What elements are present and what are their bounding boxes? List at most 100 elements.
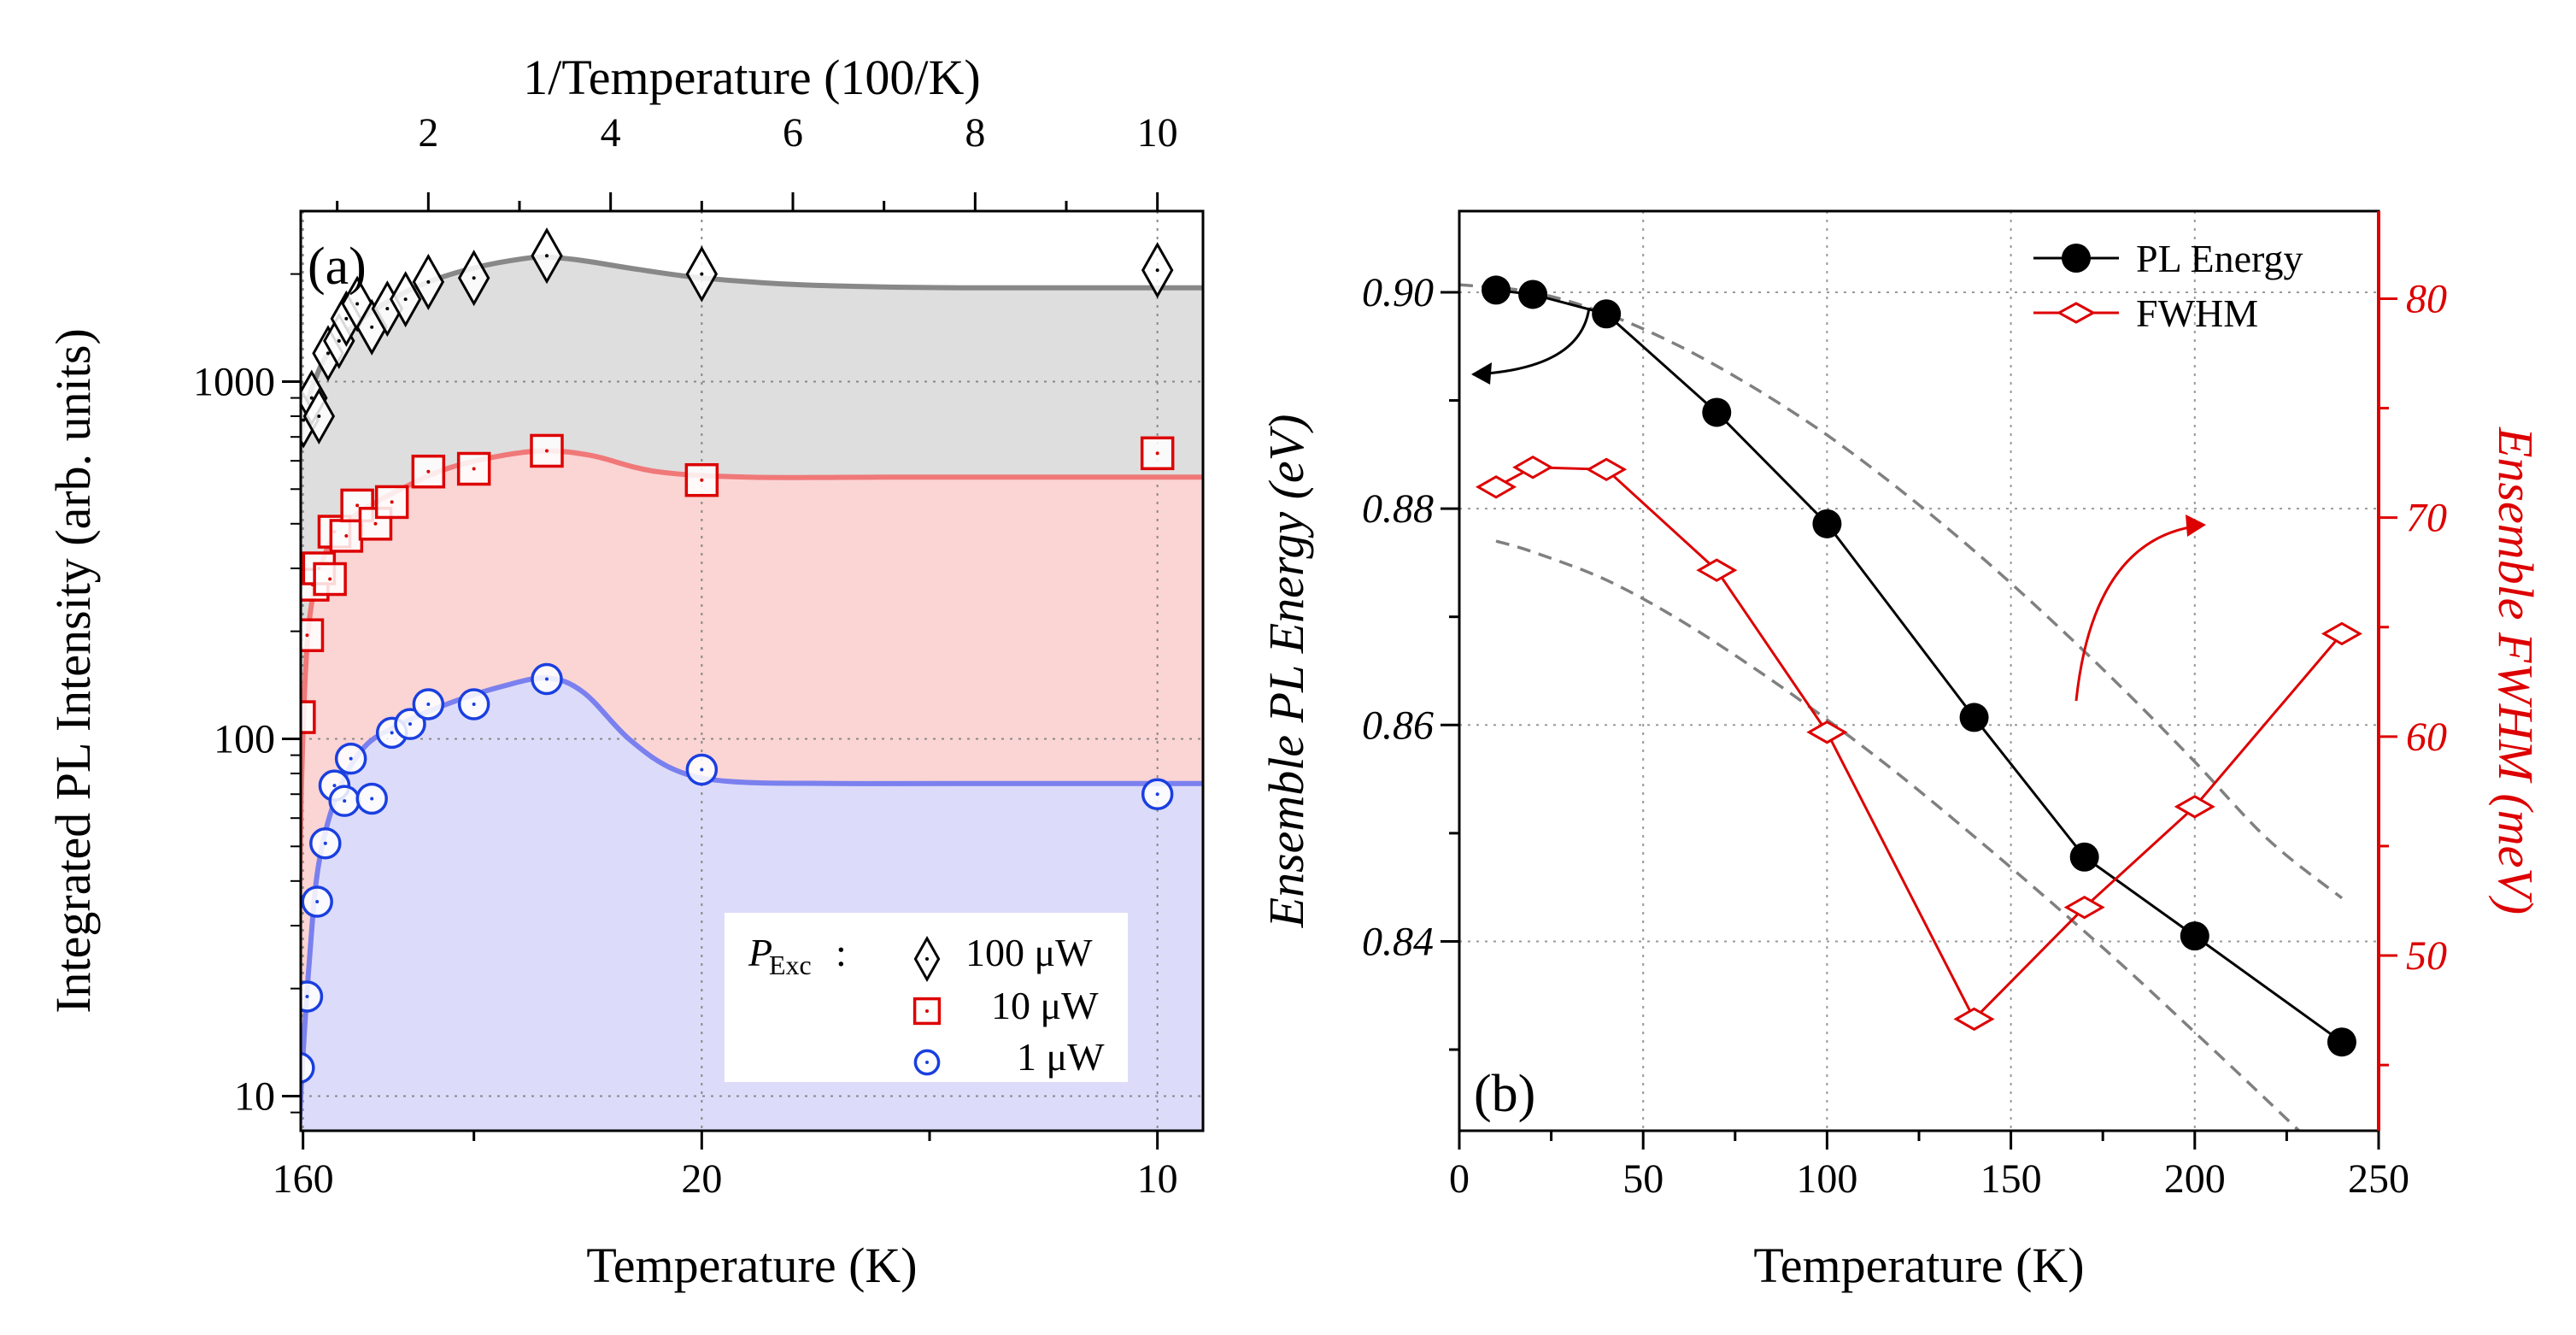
marker-diamond-dot xyxy=(302,418,306,422)
marker-diamond-dot xyxy=(472,276,476,280)
y2-tick-label: 50 xyxy=(2406,933,2447,979)
x-top-axis-label: 1/Temperature (100/K) xyxy=(523,50,980,105)
marker-diamond-dot xyxy=(700,272,704,276)
legend: P Exc : 100 μW 10 μW 1 μW xyxy=(725,913,1128,1082)
pl-energy-marker xyxy=(1482,275,1511,305)
pl-energy-marker xyxy=(2069,842,2099,872)
marker-square xyxy=(329,519,364,553)
marker-square-dot xyxy=(545,449,549,453)
x-tick-label: 100 xyxy=(1796,1156,1857,1202)
x-tick-label: 50 xyxy=(1622,1156,1664,1202)
legend-marker-10uw xyxy=(912,997,942,1026)
y-tick-label: 10 xyxy=(234,1073,275,1119)
pl-energy-marker xyxy=(1518,279,1548,309)
marker-square-dot xyxy=(373,521,378,526)
marker-diamond-dot xyxy=(326,351,330,356)
arrow-head-left xyxy=(1471,362,1492,385)
marker-square xyxy=(411,454,446,489)
fwhm-marker xyxy=(2174,795,2215,819)
y2-tick-label: 60 xyxy=(2406,715,2447,760)
x-tick-label: 250 xyxy=(2348,1156,2409,1202)
marker-diamond-dot xyxy=(426,279,431,284)
legend-title: P xyxy=(748,931,772,974)
legend-label-10uw: 10 μW xyxy=(991,984,1099,1027)
pl-energy-marker xyxy=(1702,397,1732,427)
y-axis-label: Integrated PL Intensity (arb. units) xyxy=(45,328,101,1014)
legend-label-1uw: 1 μW xyxy=(1017,1035,1105,1079)
x-tick-label: 150 xyxy=(1980,1156,2042,1202)
fwhm-marker xyxy=(2321,621,2362,646)
pl-energy-marker xyxy=(2180,921,2209,951)
x-tick-label: 200 xyxy=(2164,1156,2226,1202)
fwhm-marker xyxy=(1696,558,1738,582)
x-tick-label: 10 xyxy=(1137,1156,1178,1202)
marker-diamond-dot xyxy=(309,396,314,400)
fwhm-marker xyxy=(1512,456,1554,479)
y-axis-label: Ensemble PL Energy (eV) xyxy=(1259,415,1314,929)
arrow-to-left-axis xyxy=(1472,307,1591,376)
data-markers xyxy=(301,227,1175,1085)
pl-energy-line xyxy=(1495,288,2343,1044)
panel-label: (b) xyxy=(1474,1065,1535,1123)
fwhm-marker xyxy=(2063,895,2105,920)
marker-square-dot xyxy=(390,500,394,504)
x-tick-label: 160 xyxy=(273,1156,334,1202)
legend-title-sub: Exc xyxy=(769,950,812,980)
x-axis-label: Temperature (K) xyxy=(1753,1238,2084,1293)
legend-marker-1uw xyxy=(913,1049,941,1076)
panel-a: 160 20 10 2 4 6 8 10 10 100 1000 (a) 1/Temperature… xyxy=(45,50,1205,1293)
marker-square xyxy=(301,700,316,734)
plot-frame xyxy=(299,209,1205,1132)
y-tick-label: 1000 xyxy=(193,359,275,404)
marker-circle-dot xyxy=(472,702,476,706)
axis-ticks: 0 50 100 150 200 250 0.84 0.86 0.88 0.90 50 60 70 80 xyxy=(1362,270,2447,1202)
marker-circle-dot xyxy=(315,900,320,904)
data-markers xyxy=(1476,275,2362,1057)
pl-energy-marker xyxy=(1959,703,1989,732)
marker-circle-dot xyxy=(426,702,431,706)
y-tick-label: 0.86 xyxy=(1362,703,1434,748)
marker-diamond-dot xyxy=(370,325,374,329)
fwhm-marker xyxy=(1806,720,1848,744)
marker-circle-dot xyxy=(370,797,374,801)
marker-circle-dot xyxy=(305,994,309,998)
x-top-tick-label: 10 xyxy=(1137,110,1178,156)
marker-square-dot xyxy=(328,577,332,581)
y-tick-label: 0.90 xyxy=(1362,270,1434,315)
marker-circle xyxy=(301,1051,315,1085)
marker-square-dot xyxy=(472,467,476,471)
marker-square xyxy=(1140,436,1175,471)
legend-colon: : xyxy=(836,931,847,974)
marker-diamond-dot xyxy=(385,307,390,311)
fwhm-line xyxy=(1495,466,2344,1021)
marker-diamond-dot xyxy=(337,338,341,343)
x-axis-label: Temperature (K) xyxy=(586,1238,917,1293)
legend-marker-pl-energy xyxy=(2062,244,2091,273)
marker-circle-dot xyxy=(1155,792,1159,797)
marker-circle-dot xyxy=(390,731,394,735)
marker-square-dot xyxy=(355,503,360,508)
axis-ticks: 160 20 10 2 4 6 8 10 10 100 1000 xyxy=(193,110,1178,1202)
fwhm-marker xyxy=(1953,1007,1995,1032)
plot-frame xyxy=(1458,209,2380,1132)
marker-square-dot xyxy=(700,478,704,482)
marker-circle-dot xyxy=(323,841,327,845)
marker-circle-dot xyxy=(343,799,347,803)
pl-energy-marker xyxy=(2327,1027,2356,1057)
marker-square xyxy=(301,618,325,652)
y-tick-label: 100 xyxy=(214,716,275,762)
legend-marker-fwhm xyxy=(2056,302,2097,324)
marker-circle-dot xyxy=(700,767,704,772)
y2-axis-label: Ensemble FWHM (meV) xyxy=(2488,426,2544,915)
arrow-to-right-axis xyxy=(2074,524,2201,702)
marker-diamond-dot xyxy=(317,414,321,418)
marker-diamond-dot xyxy=(403,297,408,302)
legend: PL Energy FWHM xyxy=(2033,237,2303,335)
marker-square-dot xyxy=(1155,451,1159,456)
grid-lines xyxy=(301,211,1203,1131)
y-tick-label: 0.88 xyxy=(1362,486,1434,532)
pl-energy-marker xyxy=(1592,299,1622,329)
marker-diamond-dot xyxy=(344,316,349,321)
legend-label-pl-energy: PL Energy xyxy=(2136,237,2303,280)
